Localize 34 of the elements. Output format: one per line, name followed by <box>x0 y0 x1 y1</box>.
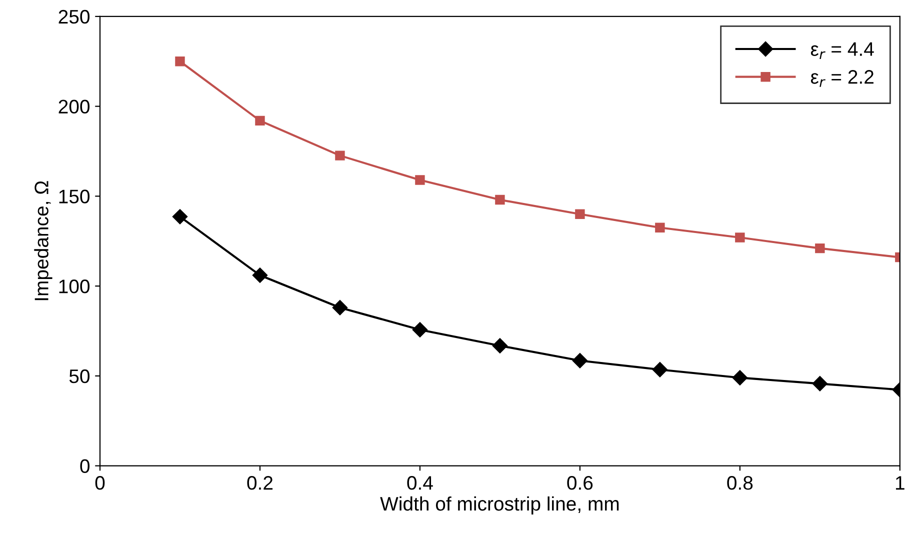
point <box>412 322 428 338</box>
point <box>575 209 585 220</box>
point <box>812 376 828 392</box>
y-tick-label: 50 <box>69 369 90 384</box>
point <box>732 370 748 386</box>
y-tick-label: 100 <box>59 280 90 294</box>
x-tick-label: 0.8 <box>727 476 753 490</box>
x-tick-label: 0.4 <box>407 476 433 490</box>
point <box>415 175 425 185</box>
point <box>175 56 185 66</box>
point <box>815 243 825 254</box>
point <box>492 338 508 354</box>
y-tick-label: 200 <box>58 100 90 114</box>
x-tick-label: 0 <box>95 476 105 490</box>
point <box>572 353 588 368</box>
x-axis-title: Width of microstrip line, mm <box>380 496 619 515</box>
point <box>652 362 668 378</box>
point <box>172 209 188 224</box>
legend-label: ε$_{r}$ = 2.2 <box>810 70 874 87</box>
y-tick-label: 0 <box>80 459 90 474</box>
point <box>332 300 348 316</box>
point <box>252 268 268 283</box>
point <box>495 194 505 205</box>
x-tick-label: 0.6 <box>567 476 593 490</box>
point <box>735 232 745 242</box>
y-axis-title: Impedance, Ω <box>34 181 52 300</box>
point <box>655 222 665 232</box>
legend-label: ε$_{r}$ = 4.4 <box>810 42 874 59</box>
point <box>335 150 345 160</box>
point <box>255 116 265 126</box>
y-tick-label: 150 <box>59 190 90 204</box>
x-tick-label: 1 <box>896 476 904 490</box>
y-tick-label: 250 <box>58 10 90 24</box>
x-tick-label: 0.2 <box>247 476 273 490</box>
